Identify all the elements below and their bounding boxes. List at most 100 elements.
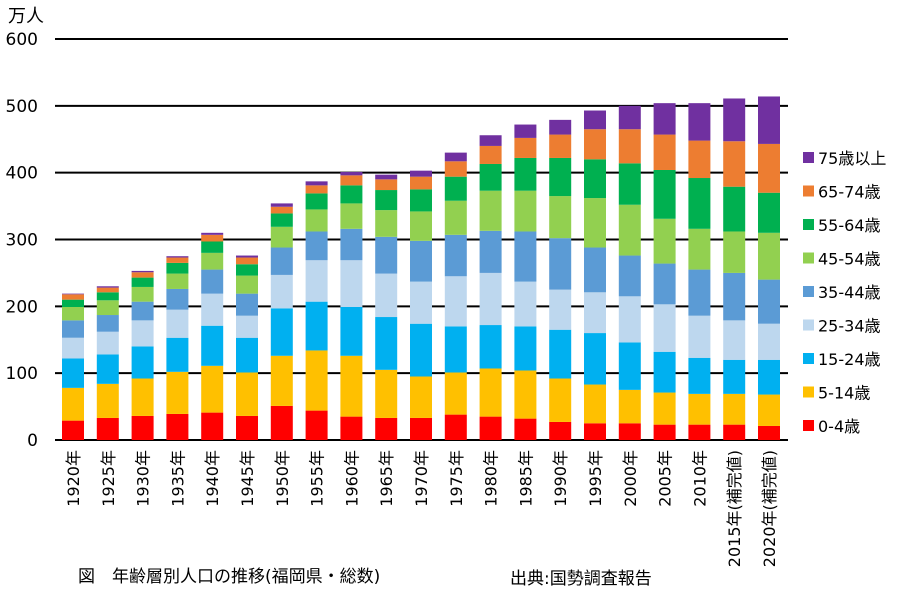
bar-segment [131,277,154,287]
bar-segment [305,209,328,232]
bar-segment [305,181,328,186]
legend-swatch [803,185,814,197]
bar-segment [340,185,363,204]
bar-segment [375,317,398,370]
bar-segment [270,213,293,227]
bar-segment [340,203,363,229]
bar-segment [340,175,363,186]
bar-segment [375,417,398,440]
legend-swatch [803,319,814,331]
x-tick-label: 2000年 [621,450,640,507]
bar-segment [618,105,641,130]
bar-segment [584,198,606,248]
x-tick-label: 1965年 [377,450,396,507]
bar-segment [410,281,432,324]
x-tick-label: 1975年 [447,450,466,507]
bar-segment [375,190,398,211]
bar-segment [549,421,572,440]
bar-segment [723,272,746,321]
bar-segment [270,226,293,248]
bar-segment [62,337,84,359]
legend-swatch [803,353,814,364]
bar-segment [236,264,258,276]
bar-segment [479,190,502,231]
bar-segment [375,236,398,274]
bar-segment [201,232,224,235]
bar-segment [62,320,84,338]
bar-segment [270,274,293,309]
bar-segment [688,140,711,179]
bar-segment [688,315,711,358]
bar-segment [618,163,641,205]
bar-segment [479,368,502,417]
bar-segment [758,232,780,280]
bar-segment [444,152,467,162]
bar-segment [62,387,84,421]
bar-segment [62,293,84,295]
y-tick-label: 500 [6,97,38,117]
y-tick-label: 100 [6,364,38,384]
bar-segment [62,307,84,321]
bar-segment [723,393,746,425]
x-tick-label: 1960年 [342,450,361,507]
bar-segment [62,420,84,440]
bar-segment [410,176,432,190]
legend-label: 15-24歳 [818,350,881,369]
legend-label: 35-44歳 [818,283,881,302]
x-tick-label: 2005年 [656,450,675,507]
bar-segment [479,135,502,146]
bar-segment [723,98,746,142]
bar-segment [410,376,432,418]
bar-segment [758,394,780,426]
y-axis-unit-label: 万人 [8,6,44,27]
bar-segment [375,174,398,180]
bar-segment [96,300,119,316]
bar-segment [618,342,641,390]
bar-segment [166,309,189,338]
bar-segment [758,96,780,144]
bar-segment [688,228,711,270]
bar-segment [549,329,572,379]
bar-segment [584,423,606,440]
bar-segment [131,415,154,440]
bar-segment [653,392,676,425]
x-tick-label: 1935年 [168,450,187,507]
bar-segment [62,358,84,388]
bar-segment [758,359,780,395]
bar-segment [340,416,363,440]
bar-segment [96,354,119,384]
bar-segment [723,424,746,440]
bar-segment [584,110,606,130]
bar-segment [653,218,676,264]
bar-segment [236,372,258,416]
bar-segment [549,289,572,330]
bar-segment [375,210,398,237]
x-tick-label: 1995年 [586,450,605,507]
x-tick-label: 1945年 [238,450,257,507]
legend-label: 75歳以上 [818,149,886,168]
bar-segment [201,241,224,253]
bar-segment [723,231,746,273]
y-tick-label: 600 [6,30,38,50]
bar-segment [236,257,258,265]
bar-segment [201,269,224,294]
bar-segment [653,304,676,352]
bar-segment [236,275,258,294]
bar-segment [584,247,606,293]
bar-segment [131,286,154,302]
bar-segment [444,326,467,373]
bar-segment [96,315,119,332]
bar-segment [166,413,189,440]
bar-segment [444,276,467,327]
x-tick-label: 1990年 [551,450,570,507]
bar-segment [549,119,572,135]
bar-segment [96,383,119,418]
bar-segment [653,424,676,440]
bar-segment [444,200,467,235]
bar-segment [758,279,780,324]
bar-segment [618,423,641,440]
bar-segment [514,157,537,191]
bar-segment [479,145,502,164]
y-tick-label: 0 [27,431,38,451]
